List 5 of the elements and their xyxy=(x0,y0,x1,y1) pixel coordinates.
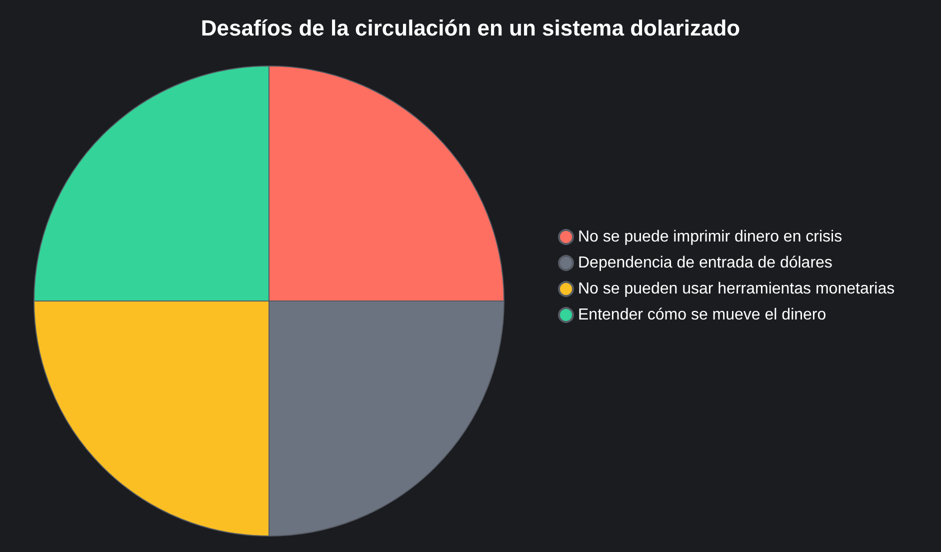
chart-title: Desafíos de la circulación en un sistema dolarizado xyxy=(200,16,740,40)
legend-label: Dependencia de entrada de dólares xyxy=(578,254,832,272)
legend-label: No se pueden usar herramientas monetarias xyxy=(578,280,895,298)
legend-label: Entender cómo se mueve el dinero xyxy=(578,306,826,324)
legend-label: No se puede imprimir dinero en crisis xyxy=(578,228,842,246)
